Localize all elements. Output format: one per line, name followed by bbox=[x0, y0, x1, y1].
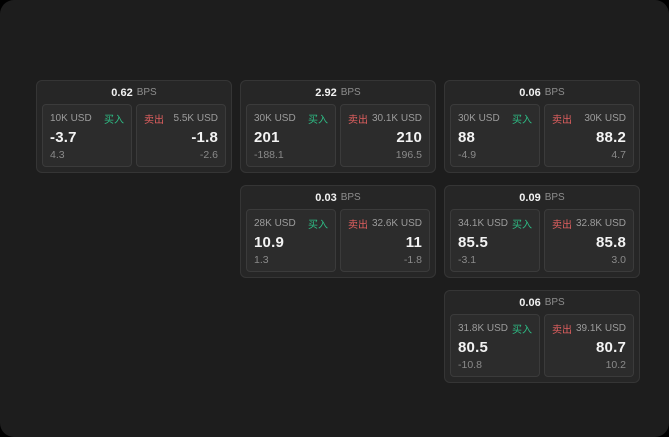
sell-change: -2.6 bbox=[199, 149, 218, 161]
sell-amount: 32.6K USD bbox=[371, 218, 422, 229]
sell-change: -1.8 bbox=[403, 254, 422, 266]
sell-panel[interactable]: 卖出 30K USD 88.2 4.7 bbox=[544, 104, 634, 167]
sell-label: 卖出 bbox=[348, 220, 368, 231]
buy-label: 买入 bbox=[308, 220, 328, 231]
sell-panel[interactable]: 卖出 5.5K USD -1.8 -2.6 bbox=[136, 104, 226, 167]
sell-amount: 30.1K USD bbox=[371, 113, 422, 124]
sell-change: 10.2 bbox=[605, 359, 626, 371]
sell-amount: 32.8K USD bbox=[575, 218, 626, 229]
sell-label: 卖出 bbox=[144, 115, 164, 126]
buy-amount: 30K USD bbox=[254, 113, 296, 124]
spread-header: 0.03 BPS bbox=[241, 186, 435, 209]
spread-unit: BPS bbox=[136, 87, 157, 98]
buy-change: -3.1 bbox=[458, 254, 477, 266]
buy-panel[interactable]: 34.1K USD 买入 85.5 -3.1 bbox=[450, 209, 540, 272]
buy-price: 201 bbox=[254, 129, 280, 146]
buy-label: 买入 bbox=[512, 325, 532, 336]
spread-unit: BPS bbox=[340, 192, 361, 203]
sell-amount: 39.1K USD bbox=[575, 323, 626, 334]
buy-panel[interactable]: 30K USD 买入 88 -4.9 bbox=[450, 104, 540, 167]
sell-label: 卖出 bbox=[552, 115, 572, 126]
sell-price: 88.2 bbox=[596, 129, 626, 146]
buy-price: 88 bbox=[458, 129, 476, 146]
spread-unit: BPS bbox=[544, 87, 565, 98]
quote-card: 0.09 BPS 34.1K USD 买入 85.5 -3.1 卖出 32.8K… bbox=[444, 185, 640, 278]
buy-label: 买入 bbox=[512, 115, 532, 126]
sell-price: -1.8 bbox=[191, 129, 218, 146]
buy-amount: 30K USD bbox=[458, 113, 500, 124]
buy-change: -10.8 bbox=[458, 359, 482, 371]
buy-price: 85.5 bbox=[458, 234, 488, 251]
buy-label: 买入 bbox=[512, 220, 532, 231]
buy-price: 10.9 bbox=[254, 234, 284, 251]
spread-unit: BPS bbox=[544, 192, 565, 203]
buy-change: 4.3 bbox=[50, 149, 65, 161]
sell-label: 卖出 bbox=[348, 115, 368, 126]
spread-header: 0.09 BPS bbox=[445, 186, 639, 209]
sell-change: 3.0 bbox=[611, 254, 626, 266]
spread-unit: BPS bbox=[340, 87, 361, 98]
quote-card: 0.06 BPS 30K USD 买入 88 -4.9 卖出 30K USD bbox=[444, 80, 640, 173]
spread-value: 0.03 bbox=[315, 191, 337, 204]
sell-change: 4.7 bbox=[611, 149, 626, 161]
spread-header: 0.62 BPS bbox=[37, 81, 231, 104]
sell-price: 11 bbox=[405, 234, 422, 251]
buy-amount: 31.8K USD bbox=[458, 323, 509, 334]
buy-change: 1.3 bbox=[254, 254, 269, 266]
buy-amount: 28K USD bbox=[254, 218, 296, 229]
buy-price: 80.5 bbox=[458, 339, 488, 356]
buy-panel[interactable]: 30K USD 买入 201 -188.1 bbox=[246, 104, 336, 167]
quote-card: 2.92 BPS 30K USD 买入 201 -188.1 卖出 30.1K … bbox=[240, 80, 436, 173]
sell-panel[interactable]: 卖出 32.6K USD 11 -1.8 bbox=[340, 209, 430, 272]
spread-value: 0.06 bbox=[519, 86, 541, 99]
buy-amount: 34.1K USD bbox=[458, 218, 509, 229]
quote-grid: 0.62 BPS 10K USD 买入 -3.7 4.3 卖出 5.5K USD bbox=[36, 80, 640, 383]
sell-price: 85.8 bbox=[596, 234, 626, 251]
spread-header: 0.06 BPS bbox=[445, 81, 639, 104]
buy-panel[interactable]: 10K USD 买入 -3.7 4.3 bbox=[42, 104, 132, 167]
sell-label: 卖出 bbox=[552, 220, 572, 231]
buy-change: -188.1 bbox=[254, 149, 284, 161]
sell-price: 80.7 bbox=[596, 339, 626, 356]
sell-price: 210 bbox=[396, 129, 422, 146]
spread-value: 0.62 bbox=[111, 86, 133, 99]
buy-panel[interactable]: 28K USD 买入 10.9 1.3 bbox=[246, 209, 336, 272]
quote-card: 0.03 BPS 28K USD 买入 10.9 1.3 卖出 32.6K US… bbox=[240, 185, 436, 278]
buy-label: 买入 bbox=[308, 115, 328, 126]
spread-header: 0.06 BPS bbox=[445, 291, 639, 314]
buy-label: 买入 bbox=[104, 115, 124, 126]
sell-panel[interactable]: 卖出 32.8K USD 85.8 3.0 bbox=[544, 209, 634, 272]
spread-header: 2.92 BPS bbox=[241, 81, 435, 104]
spread-value: 2.92 bbox=[315, 86, 337, 99]
sell-panel[interactable]: 卖出 30.1K USD 210 196.5 bbox=[340, 104, 430, 167]
buy-amount: 10K USD bbox=[50, 113, 92, 124]
sell-amount: 30K USD bbox=[584, 113, 626, 124]
spread-unit: BPS bbox=[544, 297, 565, 308]
buy-price: -3.7 bbox=[50, 129, 77, 146]
quote-card: 0.62 BPS 10K USD 买入 -3.7 4.3 卖出 5.5K USD bbox=[36, 80, 232, 173]
spread-value: 0.06 bbox=[519, 296, 541, 309]
sell-label: 卖出 bbox=[552, 325, 572, 336]
quote-card: 0.06 BPS 31.8K USD 买入 80.5 -10.8 卖出 39.1… bbox=[444, 290, 640, 383]
sell-amount: 5.5K USD bbox=[173, 113, 218, 124]
buy-change: -4.9 bbox=[458, 149, 477, 161]
sell-change: 196.5 bbox=[395, 149, 422, 161]
spread-value: 0.09 bbox=[519, 191, 541, 204]
sell-panel[interactable]: 卖出 39.1K USD 80.7 10.2 bbox=[544, 314, 634, 377]
buy-panel[interactable]: 31.8K USD 买入 80.5 -10.8 bbox=[450, 314, 540, 377]
